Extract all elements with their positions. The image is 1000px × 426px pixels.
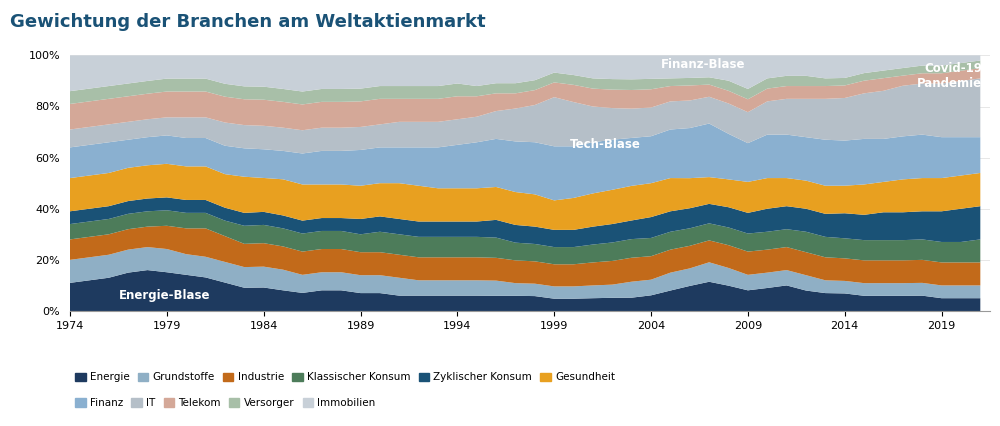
Text: Tech-Blase: Tech-Blase — [570, 138, 641, 151]
Legend: Finanz, IT, Telekom, Versorger, Immobilien: Finanz, IT, Telekom, Versorger, Immobili… — [75, 398, 375, 408]
Text: Covid-19
Pandemie: Covid-19 Pandemie — [917, 62, 982, 90]
Text: Energie-Blase: Energie-Blase — [118, 289, 210, 302]
Text: Gewichtung der Branchen am Weltaktienmarkt: Gewichtung der Branchen am Weltaktienmar… — [10, 13, 486, 31]
Text: Finanz-Blase: Finanz-Blase — [661, 58, 745, 71]
